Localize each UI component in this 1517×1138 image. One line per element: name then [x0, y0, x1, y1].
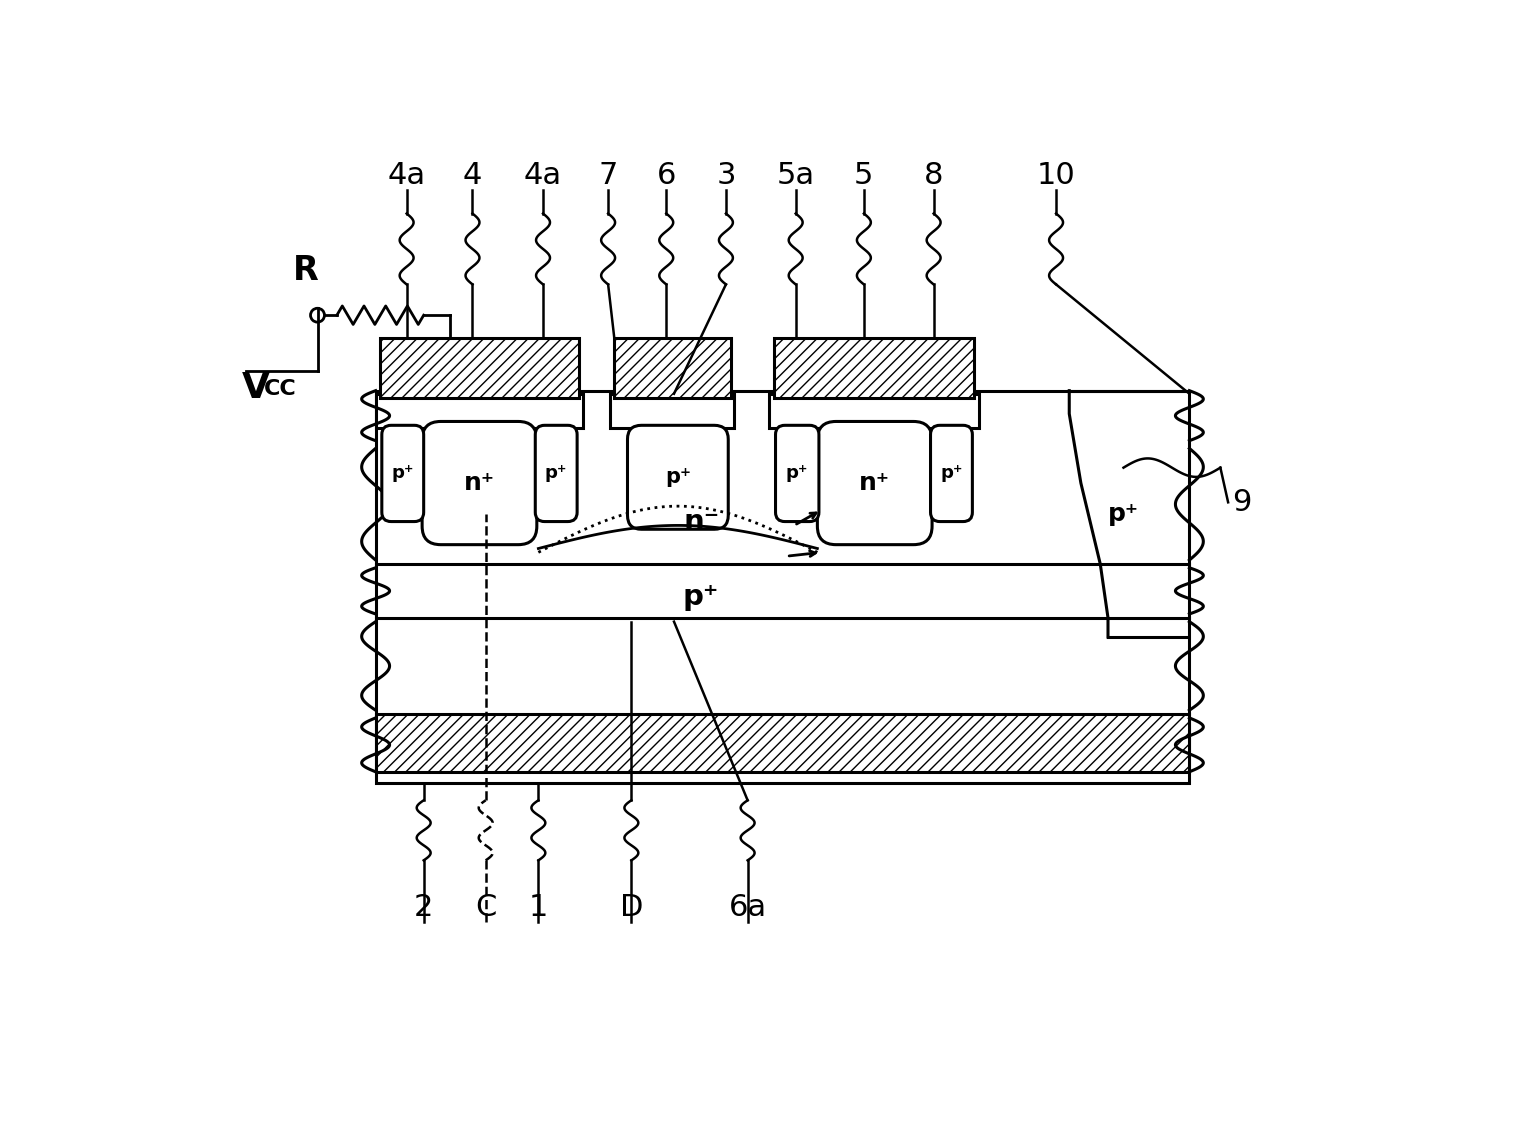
FancyBboxPatch shape	[422, 421, 537, 545]
Text: D: D	[619, 893, 643, 922]
Text: n⁺: n⁺	[859, 471, 890, 495]
Bar	[376, 390, 1189, 783]
Text: 1: 1	[529, 893, 548, 922]
Text: CC: CC	[264, 379, 297, 399]
Text: C: C	[475, 893, 496, 922]
Text: 6a: 6a	[728, 893, 766, 922]
Bar	[376, 394, 584, 428]
Text: R: R	[293, 254, 319, 287]
Text: 9: 9	[1232, 488, 1252, 517]
FancyBboxPatch shape	[628, 426, 728, 529]
Text: 4a: 4a	[387, 162, 426, 190]
Text: p⁺: p⁺	[786, 464, 809, 483]
Bar	[381, 338, 578, 398]
Text: 5a: 5a	[777, 162, 815, 190]
Text: n⁻: n⁻	[683, 508, 719, 536]
Text: p⁺: p⁺	[545, 464, 567, 483]
Text: 4a: 4a	[523, 162, 563, 190]
Text: p⁺: p⁺	[941, 464, 963, 483]
Text: 5: 5	[854, 162, 874, 190]
Bar	[774, 338, 974, 398]
Text: p⁺: p⁺	[683, 583, 719, 611]
Text: 8: 8	[924, 162, 944, 190]
Text: p⁺: p⁺	[664, 468, 690, 487]
Bar	[769, 394, 978, 428]
Text: 4: 4	[463, 162, 482, 190]
Text: p⁺: p⁺	[391, 464, 414, 483]
Text: 10: 10	[1036, 162, 1076, 190]
FancyBboxPatch shape	[930, 426, 972, 521]
Text: p⁺: p⁺	[1107, 502, 1139, 526]
Text: 2: 2	[414, 893, 434, 922]
Text: n⁺: n⁺	[464, 471, 495, 495]
FancyBboxPatch shape	[536, 426, 576, 521]
Text: V: V	[243, 371, 270, 405]
FancyBboxPatch shape	[775, 426, 819, 521]
FancyBboxPatch shape	[382, 426, 423, 521]
Bar	[614, 338, 731, 398]
Text: 3: 3	[716, 162, 736, 190]
Bar	[610, 394, 734, 428]
Text: 6: 6	[657, 162, 677, 190]
Bar	[376, 714, 1189, 772]
FancyBboxPatch shape	[818, 421, 931, 545]
Text: 7: 7	[598, 162, 617, 190]
